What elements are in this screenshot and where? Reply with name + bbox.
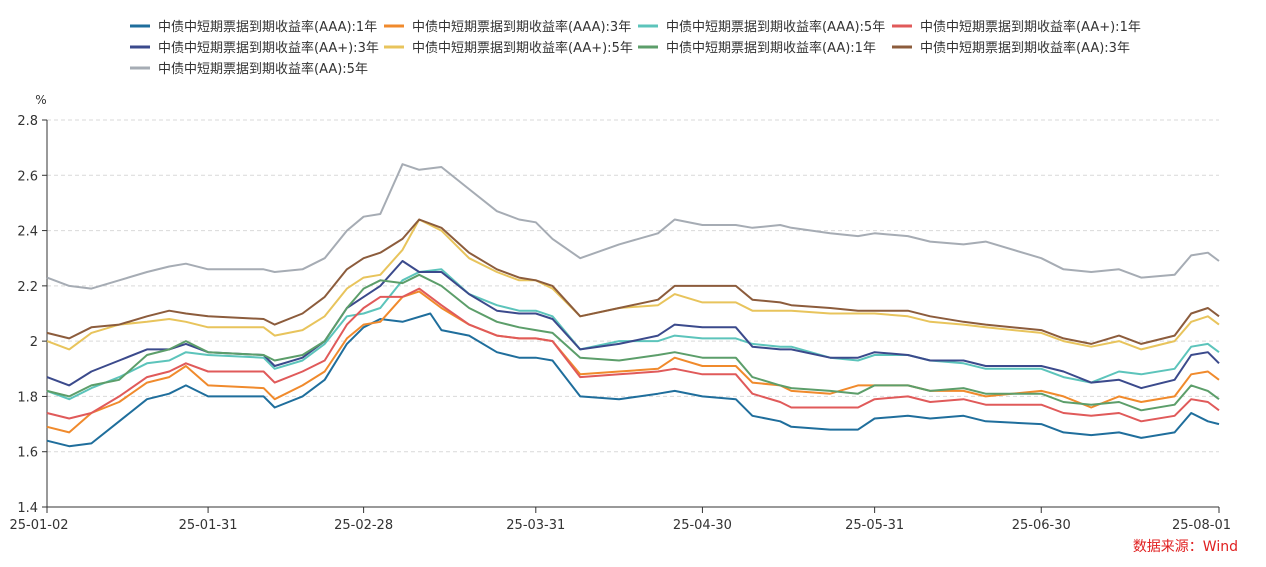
x-tick-label: 25-08-01: [1172, 518, 1231, 533]
x-tick-label: 25-02-28: [334, 518, 393, 533]
legend-item[interactable]: 中债中短期票据到期收益率(AA+):1年: [892, 19, 1141, 35]
x-tick-label: 25-04-30: [673, 518, 732, 533]
legend-label: 中债中短期票据到期收益率(AAA):3年: [412, 19, 631, 35]
legend-item[interactable]: 中债中短期票据到期收益率(AAA):3年: [384, 19, 631, 35]
legend-item[interactable]: 中债中短期票据到期收益率(AA+):3年: [130, 40, 379, 56]
x-tick-label: 25-05-31: [845, 518, 904, 533]
y-tick-label: 1.8: [17, 390, 38, 405]
legend-item[interactable]: 中债中短期票据到期收益率(AA):1年: [638, 40, 876, 56]
legend-label: 中债中短期票据到期收益率(AAA):1年: [158, 19, 377, 35]
legend-label: 中债中短期票据到期收益率(AA+):1年: [920, 19, 1141, 35]
series-lines: [46, 163, 1220, 448]
x-tick-label: 25-01-31: [179, 518, 238, 533]
legend-label: 中债中短期票据到期收益率(AA+):5年: [412, 40, 633, 56]
y-axis-unit-label: %: [35, 93, 46, 107]
y-tick-label: 2.4: [17, 225, 38, 240]
y-tick-label: 2.2: [17, 280, 38, 295]
series-line[interactable]: [46, 312, 1220, 448]
legend-item[interactable]: 中债中短期票据到期收益率(AA+):5年: [384, 40, 633, 56]
y-tick-label: 1.6: [17, 446, 38, 461]
chart-legend: 中债中短期票据到期收益率(AAA):1年 中债中短期票据到期收益率(AAA):3年…: [130, 19, 1141, 77]
y-tick-label: 1.4: [17, 501, 38, 516]
legend-item[interactable]: 中债中短期票据到期收益率(AAA):1年: [130, 19, 377, 35]
legend-label: 中债中短期票据到期收益率(AAA):5年: [666, 19, 885, 35]
series-line[interactable]: [46, 218, 1220, 345]
series-line[interactable]: [46, 290, 1220, 434]
y-tick-label: 2.6: [17, 169, 38, 184]
series-line[interactable]: [46, 287, 1220, 423]
legend-label: 中债中短期票据到期收益率(AA+):3年: [158, 40, 379, 56]
x-axis: 25-01-02 25-01-31 25-02-28 25-03-31 25-04-30…: [9, 506, 1231, 533]
y-axis: 1.4 1.6 1.8 2 2.2 2.4 2.6 2.8: [17, 114, 48, 516]
y-tick-label: 2: [30, 335, 38, 350]
legend-label: 中债中短期票据到期收益率(AA):5年: [158, 61, 368, 77]
x-tick-label: 25-06-30: [1012, 518, 1071, 533]
series-line[interactable]: [46, 163, 1220, 290]
legend-label: 中债中短期票据到期收益率(AA):3年: [920, 40, 1130, 56]
y-tick-label: 2.8: [17, 114, 38, 129]
x-tick-label: 25-03-31: [506, 518, 565, 533]
series-line[interactable]: [46, 273, 1220, 412]
legend-item[interactable]: 中债中短期票据到期收益率(AAA):5年: [638, 19, 885, 35]
grid-lines: [47, 119, 1219, 453]
legend-label: 中债中短期票据到期收益率(AA):1年: [666, 40, 876, 56]
x-tick-label: 25-01-02: [9, 518, 68, 533]
legend-item[interactable]: 中债中短期票据到期收益率(AA):5年: [130, 61, 368, 77]
series-line[interactable]: [46, 268, 1220, 401]
legend-item[interactable]: 中债中短期票据到期收益率(AA):3年: [892, 40, 1130, 56]
data-source-label: 数据来源：Wind: [1133, 539, 1238, 555]
